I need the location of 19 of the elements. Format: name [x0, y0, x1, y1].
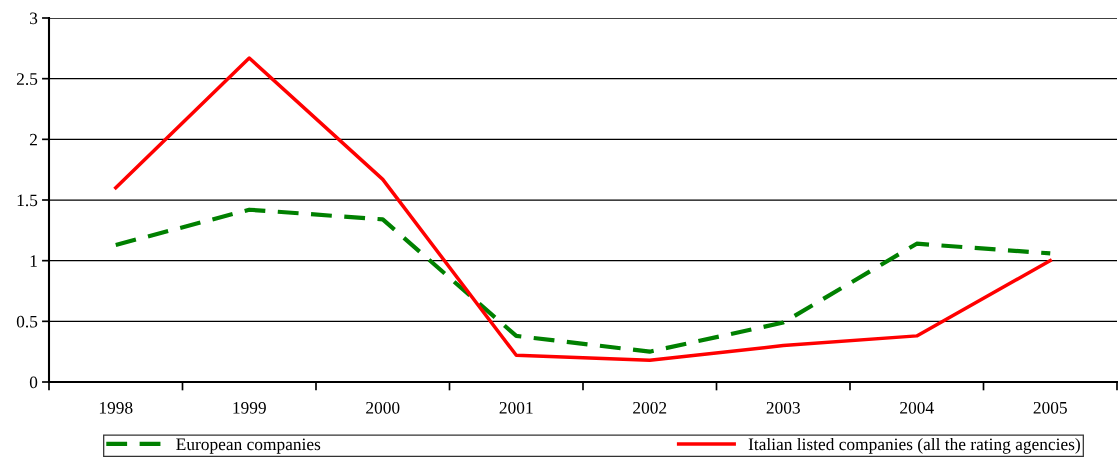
- y-tick-label: 3: [30, 12, 38, 25]
- y-tick-label: 0: [29, 376, 38, 389]
- y-tick-label: 1.5: [17, 194, 38, 207]
- y-tick-label: 2: [29, 133, 37, 146]
- x-tick-label: 1999: [233, 402, 266, 414]
- legend-label: European companies: [176, 438, 321, 454]
- y-tick-label: 2.5: [16, 73, 38, 85]
- x-tick-label: 2004: [900, 401, 934, 414]
- x-tick-label: 2000: [366, 401, 400, 414]
- y-tick-label: 1: [30, 255, 37, 267]
- line-series: [113, 207, 1053, 354]
- x-tick-label: 2002: [633, 401, 667, 414]
- y-tick-label: 0.5: [16, 315, 38, 328]
- x-tick-label: 2001: [499, 401, 533, 414]
- x-tick-label: 2003: [766, 401, 800, 414]
- line-series: [114, 56, 1052, 362]
- x-tick-label: 1998: [99, 401, 133, 414]
- x-tick-label: 2005: [1033, 401, 1067, 414]
- legend-label: Italian listed companies (all the rating agencies): [748, 437, 1080, 454]
